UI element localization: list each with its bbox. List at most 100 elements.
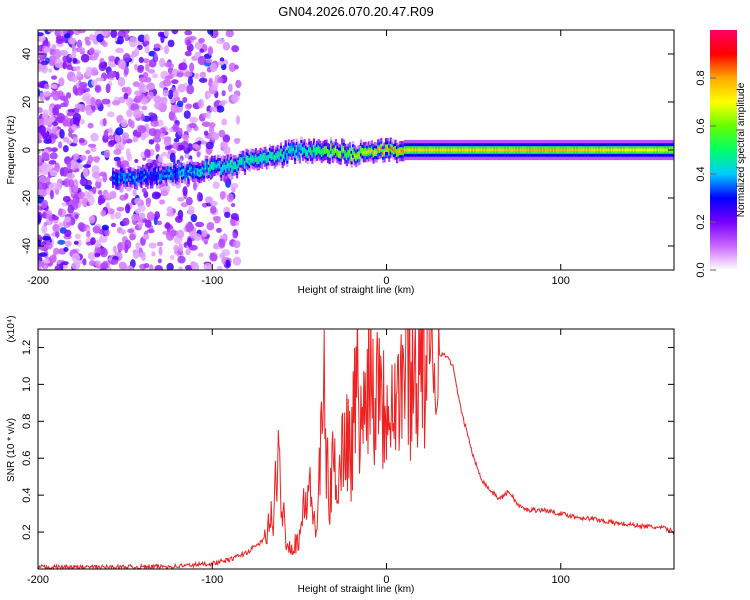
heatmap-noise-cell: [167, 73, 174, 79]
heatmap-ridge-cell: [347, 152, 350, 156]
heatmap-noise-cell: [117, 30, 126, 39]
heatmap-ridge-cell: [501, 148, 504, 152]
heatmap-noise-cell: [221, 118, 228, 126]
heatmap-noise-cell: [115, 71, 120, 81]
heatmap-ridge-cell: [505, 148, 508, 152]
heatmap-noise-cell: [77, 191, 85, 200]
heatmap-noise-cell: [71, 261, 81, 270]
heatmap-ridge-cell: [413, 148, 416, 152]
heatmap-ridge-cell: [225, 167, 228, 171]
heatmap-ridge-cell: [374, 150, 377, 154]
heatmap-ridge-cell: [621, 148, 624, 152]
heatmap-ridge-cell: [283, 154, 286, 157]
heatmap-ridge-cell: [134, 177, 137, 181]
heatmap-ridge-cell: [137, 174, 140, 178]
heatmap-noise-cell: [132, 81, 140, 88]
heatmap-noise-cell: [59, 262, 64, 270]
heatmap-ridge-cell: [198, 171, 201, 175]
heatmap-noise-cell: [142, 71, 149, 79]
heatmap-noise-cell: [165, 231, 175, 241]
heatmap-noise-cell: [171, 30, 179, 35]
heatmap-ridge-cell: [215, 165, 218, 168]
heatmap-noise-cell: [90, 146, 97, 152]
heatmap-ridge-cell: [261, 157, 264, 161]
heatmap-noise-cell: [97, 189, 103, 195]
line-x-axis-label: Height of straight line (km): [298, 584, 415, 595]
heatmap-ridge-cell: [154, 172, 157, 176]
heatmap-ridge-cell: [469, 148, 472, 152]
heatmap-ridge-cell: [450, 148, 454, 152]
line-frame: [37, 328, 675, 570]
heatmap-ridge-cell: [355, 155, 358, 159]
heatmap-noise-cell: [80, 53, 90, 63]
heatmap-noise-cell: [122, 217, 130, 226]
heatmap-ridge-cell: [405, 148, 408, 152]
heatmap-ridge-cell: [337, 152, 341, 156]
heatmap-ridge-cell: [220, 169, 223, 173]
heatmap-noise-cell: [38, 32, 44, 37]
heatmap-noise-cell: [66, 172, 75, 180]
heatmap-noise-cell: [150, 120, 160, 127]
heatmap-noise-cell: [92, 156, 101, 162]
heatmap-y-tick-label: 20: [21, 96, 33, 108]
heatmap-ridge-cell: [330, 145, 333, 149]
line-y-axis-label: SNR (10 * v/v): [6, 418, 17, 482]
heatmap-noise-cell: [164, 145, 172, 151]
heatmap-noise-cell: [47, 30, 55, 33]
heatmap-noise-cell: [65, 240, 72, 247]
heatmap-noise-cell: [197, 99, 203, 108]
heatmap-noise-cell: [88, 34, 95, 41]
heatmap-noise-cell: [107, 111, 115, 118]
heatmap-ridge-cell: [650, 148, 653, 152]
heatmap-ridge-cell: [493, 148, 496, 152]
heatmap-noise-cell: [96, 33, 104, 43]
heatmap-ridge-cell: [662, 148, 665, 152]
heatmap-ridge-cell: [474, 148, 477, 152]
heatmap-ridge-cell: [399, 149, 402, 153]
heatmap-noise-cell: [56, 42, 64, 48]
heatmap-noise-cell: [207, 30, 213, 35]
heatmap-ridge-cell: [210, 164, 214, 168]
heatmap-ridge-cell: [369, 150, 372, 154]
heatmap-ridge-cell: [328, 152, 331, 156]
heatmap-noise-cell: [228, 62, 237, 73]
heatmap-noise-cell: [222, 134, 231, 143]
heatmap-noise-cell: [42, 211, 47, 218]
heatmap-noise-cell: [169, 98, 176, 104]
heatmap-ridge-cell: [428, 148, 432, 152]
line-x-tick-label: 0: [383, 574, 389, 586]
heatmap-noise-cell: [140, 133, 147, 141]
heatmap-ridge-cell: [651, 148, 654, 152]
heatmap-ridge-cell: [187, 172, 190, 176]
heatmap-ridge-cell: [643, 148, 646, 152]
heatmap-ridge-cell: [441, 148, 444, 152]
heatmap-noise-cell: [110, 259, 119, 265]
heatmap-noise-cell: [155, 143, 160, 153]
heatmap-noise-cell: [76, 71, 82, 78]
heatmap-ridge-cell: [129, 175, 132, 179]
heatmap-noise-cell: [90, 132, 99, 142]
heatmap-noise-cell: [185, 223, 195, 233]
heatmap-noise-cell: [62, 61, 67, 70]
heatmap-ridge-cell: [624, 148, 628, 152]
heatmap-ridge-cell: [124, 177, 127, 181]
heatmap-noise-cell: [194, 145, 201, 151]
heatmap-ridge-cell: [159, 176, 162, 180]
heatmap-ridge-cell: [438, 148, 441, 152]
heatmap-ridge-cell: [642, 148, 645, 152]
heatmap-ridge-cell: [522, 148, 526, 152]
heatmap-ridge-cell: [350, 156, 353, 160]
heatmap-ridge-cell: [449, 148, 452, 152]
heatmap-ridge-cell: [537, 148, 540, 152]
heatmap-noise-cell: [94, 84, 102, 93]
heatmap-noise-cell: [153, 95, 162, 103]
heatmap-ridge-cell: [348, 150, 352, 154]
heatmap-ridge-cell: [217, 163, 220, 167]
heatmap-ridge-cell: [664, 148, 667, 152]
heatmap-ridge-cell: [615, 148, 618, 152]
heatmap-noise-cell: [210, 200, 218, 207]
heatmap-noise-cell: [108, 127, 114, 135]
heatmap-ridge-cell: [410, 148, 413, 152]
snr-series-line: [38, 329, 674, 569]
heatmap-ridge-cell: [201, 169, 204, 173]
